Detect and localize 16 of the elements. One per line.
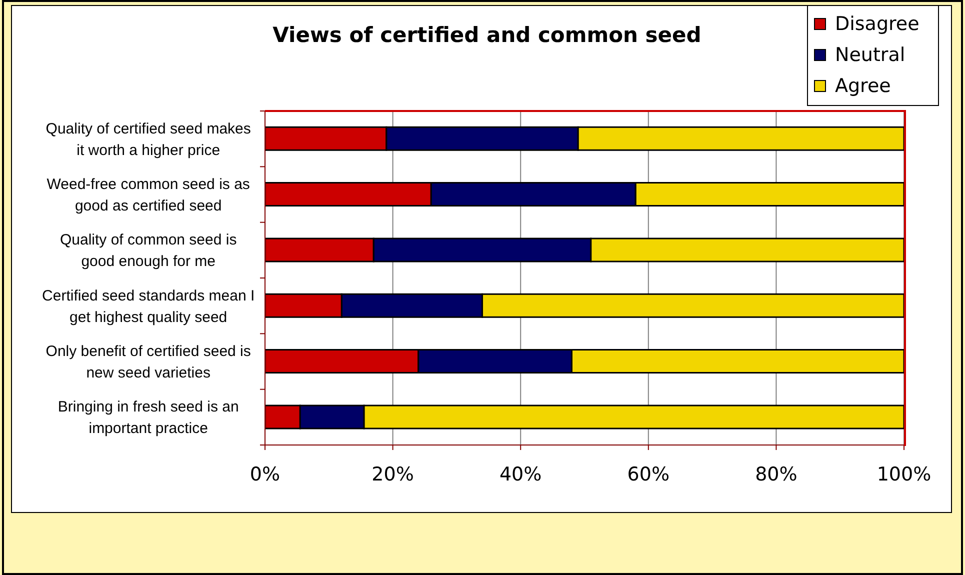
y-tick-label: Quality of certified seed makes it worth a higher price [46, 120, 251, 159]
chart-title: Views of certified and common seed [272, 23, 702, 47]
y-tick-label: Quality of common seed is good enough for me [60, 232, 237, 270]
y-tick-label: Only benefit of certified seed is new seed varieties [46, 343, 251, 382]
legend-label: Neutral [835, 44, 906, 66]
y-tick-label: Certified seed standards mean I get highest quality seed [42, 287, 255, 326]
x-tick-label: 20% [372, 463, 414, 486]
y-tick-label: Weed-free common seed is as good as certified seed [46, 176, 250, 214]
x-tick-label: 100% [876, 463, 932, 486]
legend-label: Agree [835, 74, 891, 96]
y-tick-label: Bringing in fresh seed is an important practice [58, 398, 239, 438]
x-tick-label: 60% [627, 463, 670, 486]
legend-label: Disagree [835, 12, 920, 34]
x-tick-label: 80% [755, 463, 798, 486]
x-tick-label: 0% [250, 463, 280, 486]
x-tick-label: 40% [499, 463, 542, 486]
